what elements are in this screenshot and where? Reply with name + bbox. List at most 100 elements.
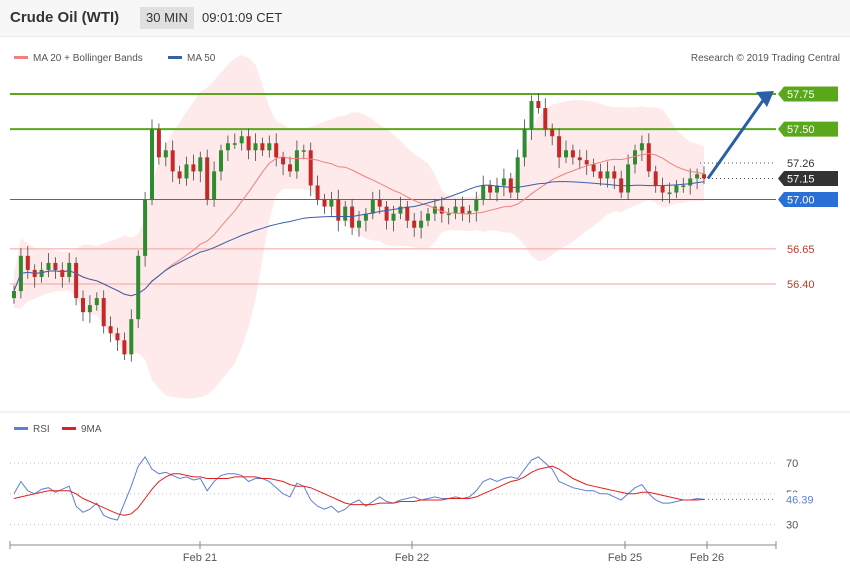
candle (446, 208, 451, 225)
candle (536, 93, 541, 114)
candle-body (67, 262, 72, 277)
candle-body (398, 206, 403, 214)
rsi-ma-legend-swatch (62, 427, 76, 430)
candle-body (53, 262, 58, 270)
candle (198, 151, 203, 183)
candle-body (377, 199, 382, 207)
candle (115, 327, 120, 351)
candle (108, 316, 113, 343)
candle (294, 140, 299, 179)
forecast-arrow-head (756, 91, 774, 107)
candle-body (626, 164, 631, 193)
candle-body (453, 206, 458, 214)
rsi-legend-swatch (14, 427, 28, 430)
candle-body (432, 206, 437, 214)
candle-body (239, 136, 244, 144)
timeframe-badge[interactable]: 30 MIN (140, 7, 194, 29)
candle-body (288, 164, 292, 172)
candle (308, 142, 313, 197)
candle (591, 158, 596, 178)
candle (460, 196, 465, 221)
candle-body (163, 150, 168, 158)
candle-body (405, 206, 410, 221)
candle (122, 332, 127, 360)
candle (101, 290, 106, 334)
candle (439, 196, 444, 223)
candle (129, 309, 134, 362)
ma20-legend-swatch (14, 56, 28, 59)
candle (12, 285, 16, 304)
candle (260, 137, 265, 156)
x-tick-label: Feb 25 (608, 552, 642, 564)
candle-body (225, 143, 230, 151)
candle-body (322, 199, 327, 207)
candle (281, 151, 286, 176)
candle (391, 205, 396, 232)
candle (74, 257, 79, 306)
candle-body (467, 210, 472, 214)
rsi-legend-label: RSI (33, 424, 50, 435)
candle-body (591, 164, 596, 172)
candle-body (39, 269, 44, 277)
candle-body (363, 213, 368, 221)
candle (329, 191, 334, 216)
candle (495, 177, 499, 202)
candle (184, 156, 189, 186)
candle (488, 179, 493, 200)
candle-body (384, 206, 389, 221)
candle (370, 191, 375, 220)
candle-body (191, 164, 196, 172)
candle (543, 98, 548, 137)
candle-body (598, 171, 603, 179)
candle (225, 135, 230, 161)
candle (432, 198, 437, 221)
level-labels: 57.75 57.50 57.26 57.15 57.00 56.65 56.40 (778, 86, 838, 292)
candle (60, 262, 65, 288)
candle (322, 193, 327, 214)
candle-body (474, 199, 479, 211)
candle-body (274, 143, 279, 158)
level-label-box (778, 121, 838, 137)
candle (550, 123, 555, 146)
candle-body (460, 206, 465, 214)
level-label-text: 57.26 (787, 158, 815, 170)
candle-body (501, 178, 506, 186)
level-label-text: 56.40 (787, 279, 815, 291)
candle-body (695, 174, 700, 179)
candle (598, 163, 603, 186)
candle-body (219, 150, 223, 172)
candle-body (557, 136, 562, 158)
candle-body (101, 298, 106, 327)
level-label-56-65: 56.65 (778, 241, 838, 257)
candle-body (446, 213, 451, 216)
level-label-text: 57.75 (787, 89, 815, 101)
candle (508, 172, 513, 199)
candle (232, 133, 237, 149)
candle-body (481, 185, 486, 200)
candle (25, 246, 30, 279)
candle-body (667, 192, 672, 195)
candle (191, 154, 196, 181)
candle (570, 144, 575, 165)
level-label-57-00: 57.00 (778, 192, 838, 208)
level-label-box (778, 192, 838, 208)
x-tick-label: Feb 21 (183, 552, 217, 564)
candle (633, 144, 637, 174)
ma50-line (13, 181, 705, 297)
rsi-ma-legend-label: 9MA (81, 424, 102, 435)
candle (584, 150, 589, 176)
chart-header: Crude Oil (WTI) 30 MIN 09:01:09 CET (0, 0, 850, 37)
candle (377, 189, 382, 214)
level-label-57-50: 57.50 (778, 121, 838, 137)
level-label-57-26: 57.26 (778, 155, 838, 171)
candle-body (294, 150, 299, 172)
candle-body (74, 262, 79, 299)
candle (426, 208, 430, 227)
candle-body (329, 199, 334, 207)
candle (212, 161, 217, 207)
x-tick-label: Feb 22 (395, 552, 429, 564)
candle-body (543, 108, 548, 130)
copyright-text: Research © 2019 Trading Central (691, 53, 840, 64)
candle-body (267, 143, 272, 151)
candle (639, 135, 644, 161)
